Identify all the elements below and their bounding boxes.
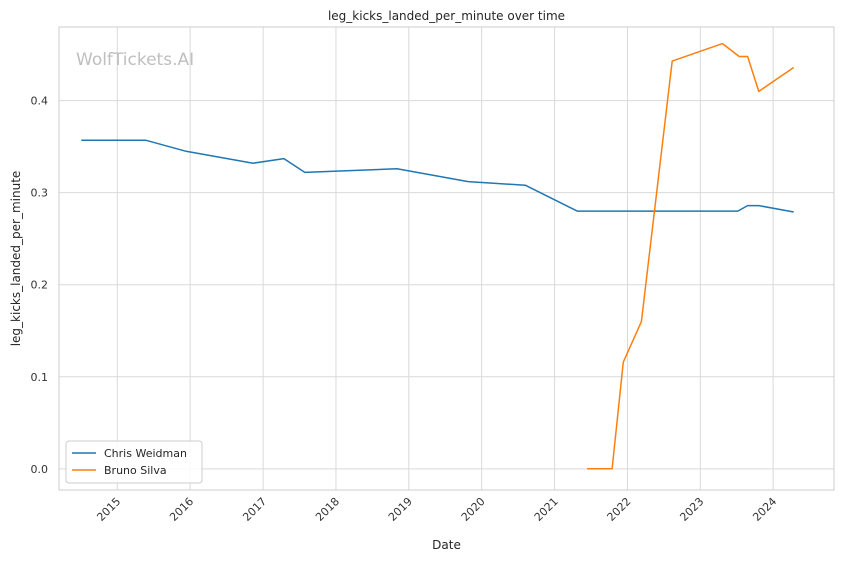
legend-box [65, 440, 203, 484]
legend: Chris Weidman Bruno Silva [65, 440, 203, 484]
plot-area-frame [58, 26, 835, 491]
y-tick-label: 0.0 [31, 463, 49, 476]
series-lines [81, 42, 795, 470]
legend-label: Bruno Silva [104, 464, 167, 477]
watermark-text: WolfTickets.AI [76, 50, 194, 70]
chart-title: leg_kicks_landed_per_minute over time [328, 9, 565, 23]
y-axis-ticks: 0.0 0.1 0.2 0.3 0.4 [31, 95, 49, 476]
y-axis-label: leg_kicks_landed_per_minute [9, 171, 23, 347]
y-tick-label: 0.1 [31, 371, 49, 384]
y-tick-label: 0.3 [31, 187, 49, 200]
series-line [81, 139, 794, 213]
x-axis-label: Date [432, 538, 461, 552]
series-line [587, 42, 795, 470]
legend-label: Chris Weidman [104, 447, 187, 460]
y-tick-label: 0.4 [31, 95, 49, 108]
gridlines [59, 27, 834, 490]
y-tick-label: 0.2 [31, 279, 49, 292]
